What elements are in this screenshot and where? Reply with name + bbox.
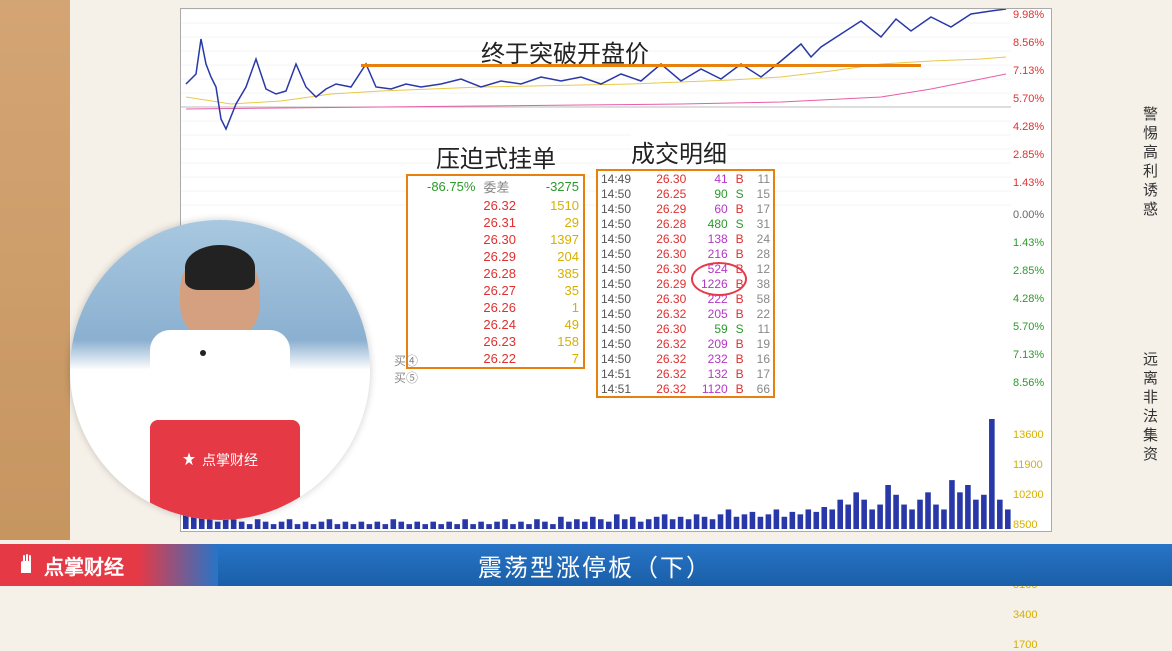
brand-text: 点掌财经 [44,551,124,580]
buy4-label: 买④ [394,352,418,369]
hand-icon [14,553,38,577]
order-pct: -86.75% [408,176,479,197]
presenter-desk [150,420,300,520]
y-tick-label: 13600 [1013,429,1044,441]
side-warning: 警惕高利诱惑 远离非法集资 [1127,40,1172,530]
warning-text-bottom: 远离非法集资 [1139,351,1160,465]
order-row: 26.28385 [408,265,583,282]
y-tick-label: 5.70% [1013,93,1044,105]
order-row: 26.321510 [408,197,583,214]
trade-row: 14:5026.30216B28 [598,246,773,261]
order-row: 26.23158 [408,333,583,350]
order-diff-value: -3275 [531,176,583,197]
trade-detail-table: 14:4926.3041B1114:5026.2590S1514:5026.29… [598,171,773,396]
y-tick-label: 1.43% [1013,177,1044,189]
warning-text-top: 警惕高利诱惑 [1139,106,1160,220]
presenter-video: 点掌财经 [70,220,370,520]
y-tick-label: 2.85% [1013,149,1044,161]
order-diff-label: 委差 [479,176,530,197]
trade-row: 14:5126.32132B17 [598,366,773,381]
y-tick-label: 4.28% [1013,293,1044,305]
y-tick-label: 7.13% [1013,349,1044,361]
trade-row: 14:4926.3041B11 [598,171,773,186]
order-row: 26.301397 [408,231,583,248]
trade-row: 14:5026.32232B16 [598,351,773,366]
y-tick-label: 1700 [1013,639,1037,651]
order-row: 26.227 [408,350,583,367]
order-panel-title: 压迫式挂单 [436,139,556,174]
trade-row: 14:5126.321120B66 [598,381,773,396]
trade-row: 14:5026.30222B58 [598,291,773,306]
y-tick-label: 7.13% [1013,65,1044,77]
buy5-label: 买⑤ [394,369,418,386]
y-axis: 9.98% 8.56% 7.13% 5.70% 4.28% 2.85% 1.43% 0.00%… [1011,9,1051,529]
trade-row: 14:5026.28480S31 [598,216,773,231]
y-tick-label: 4.28% [1013,121,1044,133]
trade-row: 14:5026.2590S15 [598,186,773,201]
program-title: 震荡型涨停板（下） [478,548,712,583]
y-tick-label: 3400 [1013,609,1037,621]
order-row: 26.2735 [408,282,583,299]
order-book-table: -86.75% 委差 -3275 26.32151026.312926.3013… [408,176,583,367]
trade-row: 14:5026.2960B17 [598,201,773,216]
presenter-figure [160,250,280,410]
trade-row: 14:5026.30524B12 [598,261,773,276]
y-tick-label: 8.56% [1013,37,1044,49]
bottom-bar: 点掌财经 震荡型涨停板（下） [0,544,1172,586]
order-row: 26.3129 [408,214,583,231]
trade-detail-panel: 14:4926.3041B1114:5026.2590S1514:5026.29… [596,169,775,398]
y-tick-label: 5.70% [1013,321,1044,333]
desk-logo: 点掌财经 [180,450,258,470]
y-tick-label: 11900 [1013,459,1043,471]
breakout-annotation: 终于突破开盘价 [481,34,649,69]
y-tick-label: 8.56% [1013,377,1044,389]
desk-brand: 点掌财经 [202,450,258,470]
trade-panel-title: 成交明细 [631,134,727,169]
order-row: 26.29204 [408,248,583,265]
order-row: 26.261 [408,299,583,316]
order-book-panel: -86.75% 委差 -3275 26.32151026.312926.3013… [406,174,585,369]
logo-fade [138,544,218,586]
trade-row: 14:5026.32205B22 [598,306,773,321]
trade-row: 14:5026.3059S11 [598,321,773,336]
hand-icon [180,451,198,469]
trade-row: 14:5026.291226B38 [598,276,773,291]
trade-row: 14:5026.32209B19 [598,336,773,351]
y-tick-label: 8500 [1013,519,1037,531]
background-left [0,0,70,540]
y-tick-label: 10200 [1013,489,1044,501]
trade-row: 14:5026.30138B24 [598,231,773,246]
order-row: 26.2449 [408,316,583,333]
brand-logo[interactable]: 点掌财经 [0,544,138,586]
main-container: 警惕高利诱惑 远离非法集资 终于突破开盘价 压迫式挂单 成交明细 -86.75%… [0,0,1172,586]
y-tick-label: 0.00% [1013,209,1044,221]
y-tick-label: 2.85% [1013,265,1044,277]
y-tick-label: 9.98% [1013,9,1044,21]
y-tick-label: 1.43% [1013,237,1044,249]
